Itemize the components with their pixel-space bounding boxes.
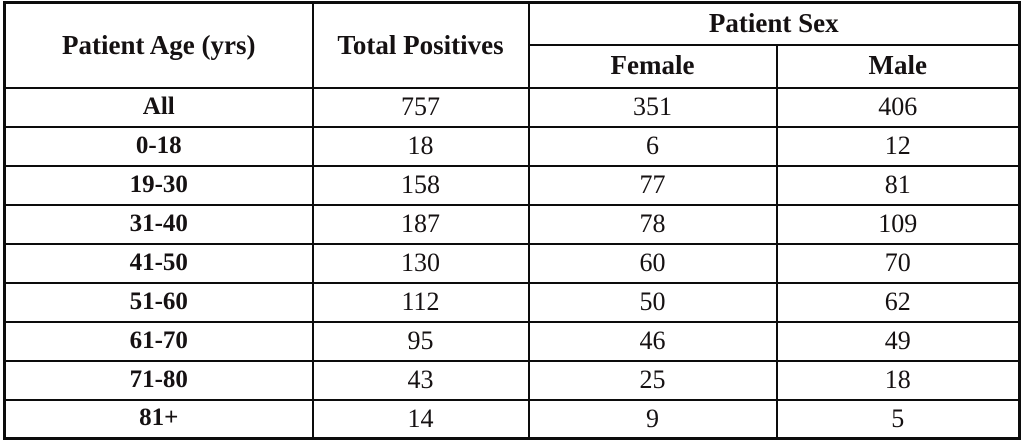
female-cell: 77 xyxy=(527,164,778,206)
male-cell: 109 xyxy=(775,203,1021,245)
age-cell: 0-18 xyxy=(3,125,314,167)
male-cell: 5 xyxy=(775,398,1021,440)
female-cell: 351 xyxy=(527,86,778,128)
total-positives-cell: 112 xyxy=(311,281,530,323)
female-cell: 60 xyxy=(527,242,778,284)
total-positives-cell: 158 xyxy=(311,164,530,206)
table-row-19-30: 19-30 158 77 81 xyxy=(3,164,1021,206)
male-cell: 12 xyxy=(775,125,1021,167)
female-cell: 9 xyxy=(527,398,778,440)
age-cell: All xyxy=(3,86,314,128)
age-cell: 71-80 xyxy=(3,359,314,401)
age-cell: 81+ xyxy=(3,398,314,440)
total-positives-cell: 130 xyxy=(311,242,530,284)
female-cell: 25 xyxy=(527,359,778,401)
female-cell: 78 xyxy=(527,203,778,245)
table-row-41-50: 41-50 130 60 70 xyxy=(3,242,1021,284)
column-header-patient-sex: Patient Sex xyxy=(527,1,1021,46)
age-cell: 51-60 xyxy=(3,281,314,323)
table-row-0-18: 0-18 18 6 12 xyxy=(3,125,1021,167)
age-cell: 61-70 xyxy=(3,320,314,362)
patient-demographics-table: Patient Age (yrs) Total Positives Patien… xyxy=(3,1,1022,440)
column-header-patient-age: Patient Age (yrs) xyxy=(3,1,314,89)
total-positives-cell: 18 xyxy=(311,125,530,167)
column-header-male: Male xyxy=(775,43,1021,89)
male-cell: 70 xyxy=(775,242,1021,284)
column-header-total-positives: Total Positives xyxy=(311,1,530,89)
table-row-31-40: 31-40 187 78 109 xyxy=(3,203,1021,245)
male-cell: 81 xyxy=(775,164,1021,206)
male-cell: 49 xyxy=(775,320,1021,362)
header-row-top: Patient Age (yrs) Total Positives Patien… xyxy=(3,1,1021,89)
male-cell: 406 xyxy=(775,86,1021,128)
male-cell: 62 xyxy=(775,281,1021,323)
total-positives-cell: 95 xyxy=(311,320,530,362)
total-positives-cell: 43 xyxy=(311,359,530,401)
age-cell: 41-50 xyxy=(3,242,314,284)
female-cell: 6 xyxy=(527,125,778,167)
total-positives-cell: 14 xyxy=(311,398,530,440)
female-cell: 46 xyxy=(527,320,778,362)
table-row-all: All 757 351 406 xyxy=(3,86,1021,128)
table-row-61-70: 61-70 95 46 49 xyxy=(3,320,1021,362)
column-header-female: Female xyxy=(527,43,778,89)
table-header: Patient Age (yrs) Total Positives Patien… xyxy=(3,1,1021,89)
table-row-51-60: 51-60 112 50 62 xyxy=(3,281,1021,323)
age-cell: 19-30 xyxy=(3,164,314,206)
table-row-81plus: 81+ 14 9 5 xyxy=(3,398,1021,440)
header-row-sub: Female Male xyxy=(5,43,1021,89)
table-row-71-80: 71-80 43 25 18 xyxy=(3,359,1021,401)
female-cell: 50 xyxy=(527,281,778,323)
age-cell: 31-40 xyxy=(3,203,314,245)
total-positives-cell: 757 xyxy=(311,86,530,128)
male-cell: 18 xyxy=(775,359,1021,401)
table-body: All 757 351 406 0-18 18 6 12 19-30 158 7… xyxy=(3,86,1021,440)
total-positives-cell: 187 xyxy=(311,203,530,245)
